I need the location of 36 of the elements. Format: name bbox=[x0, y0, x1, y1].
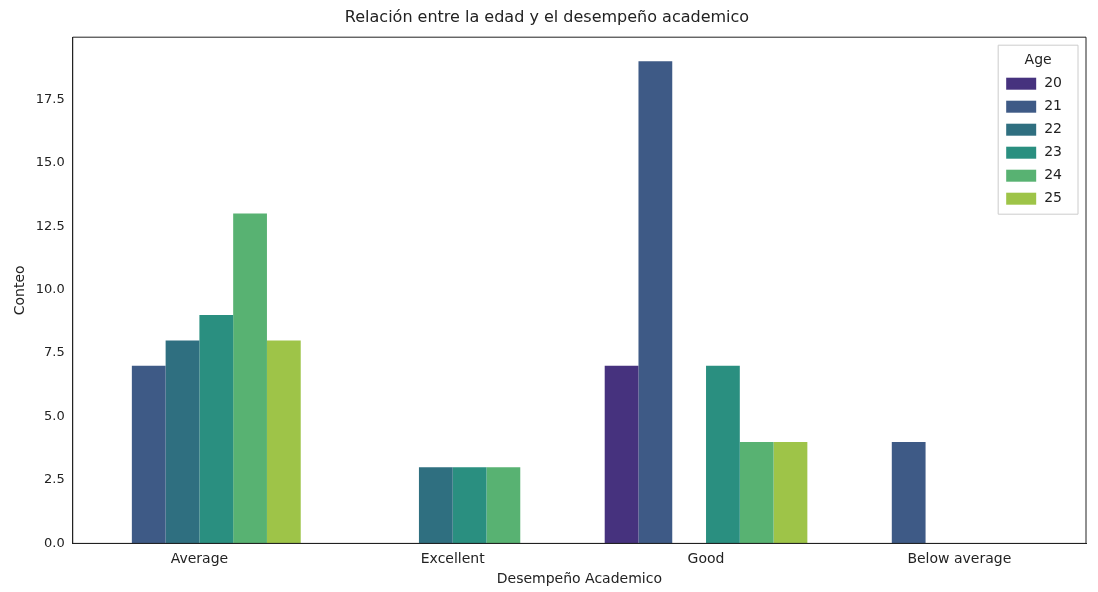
legend-title: Age bbox=[1024, 51, 1052, 68]
x-tick-label: Below average bbox=[907, 550, 1012, 567]
y-tick-label: 12.5 bbox=[35, 217, 65, 233]
legend-label: 20 bbox=[1044, 74, 1063, 91]
y-tick-label: 17.5 bbox=[35, 90, 65, 106]
bar bbox=[131, 365, 166, 544]
y-tick-label: 5.0 bbox=[44, 407, 65, 423]
bar bbox=[233, 213, 267, 544]
y-tick-label: 15.0 bbox=[35, 154, 65, 170]
legend-label: 25 bbox=[1044, 189, 1063, 206]
bar bbox=[486, 467, 521, 544]
bar bbox=[266, 340, 301, 544]
bar bbox=[739, 441, 774, 544]
bar bbox=[706, 365, 740, 544]
bar bbox=[165, 340, 200, 544]
y-tick-label: 0.0 bbox=[44, 534, 65, 550]
x-tick-label: Average bbox=[170, 550, 229, 567]
bar bbox=[604, 365, 639, 544]
y-tick-label: 7.5 bbox=[44, 344, 65, 360]
bar bbox=[638, 61, 673, 544]
legend-label: 24 bbox=[1044, 166, 1063, 183]
chart-title: Relación entre la edad y el desempeño academico bbox=[344, 6, 750, 26]
y-tick-label: 2.5 bbox=[44, 471, 65, 487]
bar bbox=[418, 467, 453, 544]
x-tick-label: Excellent bbox=[420, 550, 486, 567]
bar bbox=[452, 467, 487, 544]
legend-label: 23 bbox=[1044, 143, 1063, 160]
y-tick-label: 10.0 bbox=[35, 281, 65, 297]
legend-label: 21 bbox=[1044, 97, 1063, 114]
bar bbox=[199, 315, 234, 544]
legend-label: 22 bbox=[1044, 120, 1063, 137]
bar bbox=[891, 441, 926, 544]
x-tick-label: Good bbox=[687, 550, 725, 567]
y-axis-title: Conteo bbox=[11, 265, 28, 316]
bar bbox=[773, 441, 808, 544]
x-axis-title: Desempeño Academico bbox=[496, 570, 662, 587]
